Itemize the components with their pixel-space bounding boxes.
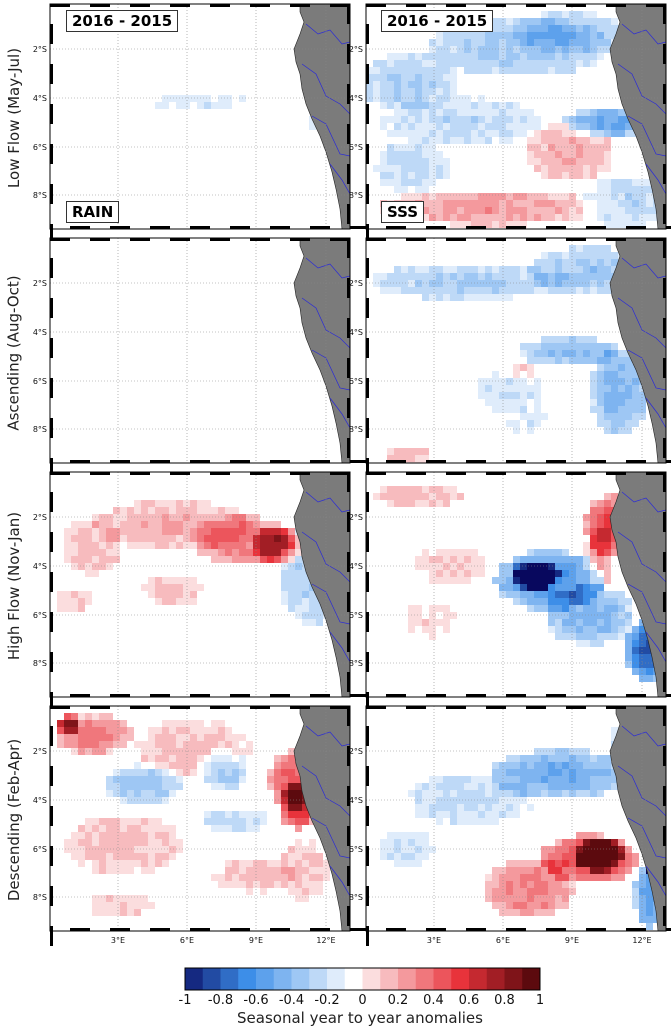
colorbar-swatch <box>273 968 292 990</box>
map-panels: 2°S 4°S 6°S 8°S 2°S 4°S 6°S 8°S 2°S 4°S 6°S 8°S 2°S 4… <box>33 3 671 946</box>
colorbar-tick: 1 <box>535 993 545 1008</box>
lat-tick-label: 2°S <box>33 513 47 522</box>
row-label-high-flow: High Flow (Nov-Jan) <box>5 511 24 661</box>
lat-tick-label: 8°S <box>349 893 363 902</box>
map-panel-r3-sss: 2°S 4°S 6°S 8°S <box>349 471 671 712</box>
lat-tick-label: 2°S <box>33 747 47 756</box>
lat-tick-label: 8°S <box>349 425 363 434</box>
panel-title-rain: 2016 - 2015 <box>66 10 179 32</box>
lat-tick-label: 6°S <box>349 845 363 854</box>
row-label-descending: Descending (Feb-Apr) <box>5 738 24 901</box>
map-panel-r2-rain: 2°S 4°S 6°S 8°S <box>33 237 370 478</box>
colorbar-swatch <box>486 968 505 990</box>
map-panel-r4-rain: 2°S 4°S 6°S 8°S 3°E 6°E 9°E 12°E <box>33 705 370 946</box>
lon-tick-label: 6°E <box>496 936 510 945</box>
lat-tick-label: 4°S <box>33 562 47 571</box>
colorbar-tick: 0.4 <box>423 993 444 1008</box>
lat-tick-label: 2°S <box>349 45 363 54</box>
colorbar-tick: 0.6 <box>458 993 480 1008</box>
colorbar-swatch <box>415 968 434 990</box>
row-label-ascending: Ascending (Aug-Oct) <box>5 274 23 431</box>
colorbar-swatch <box>238 968 257 990</box>
colorbar-tick-labels: -1 -0.8 -0.6 -0.4 -0.2 0 0.2 0.4 0.6 0.8… <box>170 993 550 1009</box>
lon-tick-label: 12°E <box>632 936 651 945</box>
colorbar-swatch <box>398 968 417 990</box>
lat-tick-label: 6°S <box>349 143 363 152</box>
colorbar-tick: -0.2 <box>314 993 340 1008</box>
lat-tick-label: 6°S <box>349 377 363 386</box>
colorbar-swatch <box>309 968 328 990</box>
lat-tick-label: 4°S <box>349 562 363 571</box>
map-panel-r3-rain: 2°S 4°S 6°S 8°S <box>33 471 370 712</box>
lat-tick-label: 6°S <box>349 611 363 620</box>
colorbar-swatch <box>256 968 275 990</box>
lat-tick-label: 8°S <box>33 659 47 668</box>
colorbar-swatch <box>380 968 399 990</box>
map-panel-r1-rain: 2°S 4°S 6°S 8°S <box>33 3 370 244</box>
colorbar-swatch <box>469 968 488 990</box>
colorbar-tick: 0.2 <box>387 993 409 1008</box>
colorbar-tick: -0.8 <box>207 993 234 1008</box>
lat-tick-label: 2°S <box>33 45 47 54</box>
lat-tick-label: 4°S <box>349 796 363 805</box>
lat-tick-label: 2°S <box>33 279 47 288</box>
colorbar-swatch <box>362 968 381 990</box>
lat-tick-label: 8°S <box>349 659 363 668</box>
map-panel-r2-sss: 2°S 4°S 6°S 8°S <box>349 237 671 478</box>
lat-tick-label: 6°S <box>33 611 47 620</box>
lat-tick-label: 2°S <box>349 747 363 756</box>
colorbar-tick: -1 <box>178 993 192 1008</box>
lon-tick-label: 3°E <box>427 936 441 945</box>
lat-tick-label: 2°S <box>349 279 363 288</box>
colorbar-swatch <box>344 968 363 990</box>
colorbar-tick: 0.8 <box>494 993 515 1008</box>
variable-label-sss: SSS <box>381 201 425 223</box>
lat-tick-label: 8°S <box>33 425 47 434</box>
row-label-low-flow: Low Flow (May-Jul) <box>5 47 23 188</box>
lat-tick-label: 8°S <box>349 191 363 200</box>
colorbar-swatch <box>220 968 239 990</box>
lat-tick-label: 4°S <box>349 328 363 337</box>
lat-tick-label: 8°S <box>33 893 47 902</box>
lon-tick-label: 6°E <box>180 936 194 945</box>
lat-tick-label: 8°S <box>33 191 47 200</box>
colorbar-swatch <box>185 968 204 990</box>
colorbar-swatch <box>202 968 221 990</box>
colorbar-swatch <box>451 968 470 990</box>
colorbar-title: Seasonal year to year anomalies <box>237 1009 483 1027</box>
lat-tick-label: 4°S <box>33 94 47 103</box>
lat-tick-label: 6°S <box>33 377 47 386</box>
lat-tick-label: 2°S <box>349 513 363 522</box>
lon-tick-label: 12°E <box>316 936 335 945</box>
colorbar-swatch <box>327 968 346 990</box>
lon-tick-label: 9°E <box>565 936 579 945</box>
lat-tick-label: 4°S <box>33 796 47 805</box>
colorbar-tick: -0.6 <box>243 993 269 1008</box>
lat-tick-label: 4°S <box>33 328 47 337</box>
colorbar-tick: -0.4 <box>278 993 305 1008</box>
colorbar <box>184 967 541 991</box>
colorbar-swatch <box>433 968 452 990</box>
colorbar-swatch <box>522 968 541 990</box>
panel-title-sss: 2016 - 2015 <box>381 10 494 32</box>
lat-tick-label: 6°S <box>33 143 47 152</box>
colorbar-tick: 0 <box>358 993 367 1008</box>
colorbar-swatch <box>504 968 523 990</box>
lat-tick-label: 4°S <box>349 94 363 103</box>
map-panel-r4-sss: 2°S 4°S 6°S 8°S 3°E 6°E 9°E 12°E <box>349 705 671 946</box>
lon-tick-label: 3°E <box>111 936 125 945</box>
lon-tick-label: 9°E <box>249 936 263 945</box>
variable-label-rain: RAIN <box>66 201 120 223</box>
lat-tick-label: 6°S <box>33 845 47 854</box>
colorbar-swatch <box>291 968 310 990</box>
